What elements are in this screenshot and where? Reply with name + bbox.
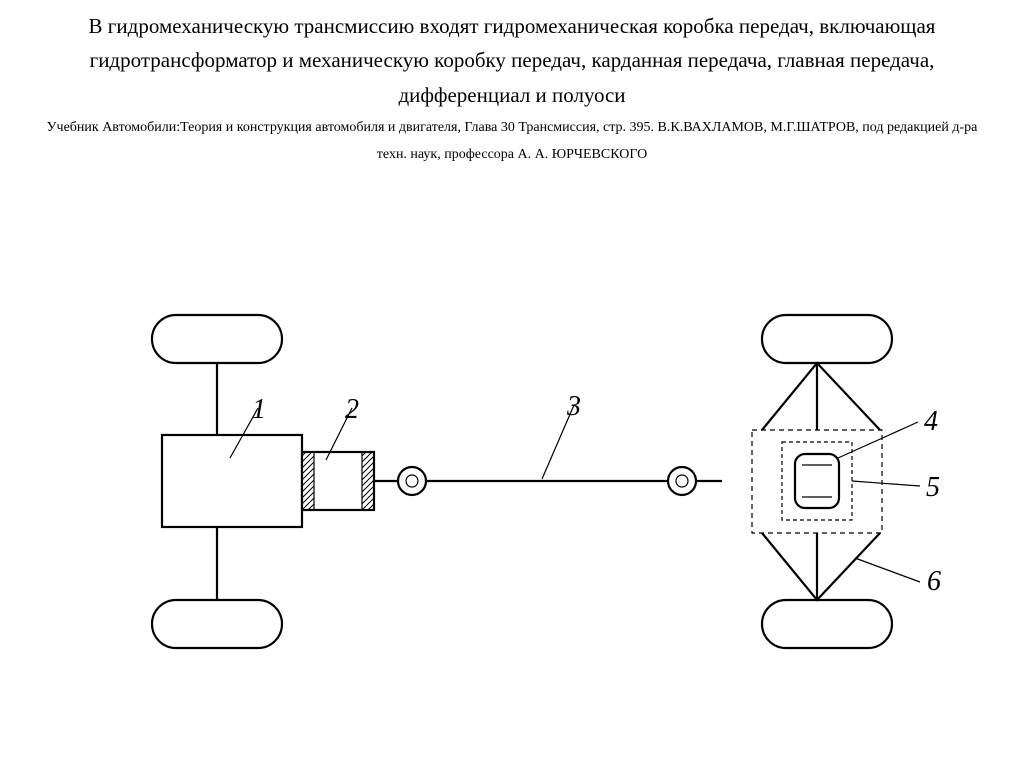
callout-label-2: 2 [345, 394, 359, 425]
title-line-1: В гидромеханическую трансмиссию входят г… [30, 12, 994, 40]
source-line-1: Учебник Автомобили:Теория и конструкция … [20, 115, 1004, 142]
wheel-rear-right [762, 600, 892, 648]
callout-label-6: 6 [927, 566, 941, 597]
callout-label-4: 4 [924, 406, 938, 437]
leader-5 [852, 481, 920, 486]
gearbox-body [162, 435, 302, 527]
diagram-container: 1 2 3 4 5 6 [0, 270, 1024, 690]
rear-housing-cone-bottom [762, 533, 880, 600]
title-line-3: дифференциал и полуоси [30, 81, 994, 109]
slide-page: В гидромеханическую трансмиссию входят г… [0, 0, 1024, 767]
wheel-front-right [152, 600, 282, 648]
title-line-2: гидротрансформатор и механическую коробк… [30, 46, 994, 74]
transmission-diagram: 1 2 3 4 5 6 [62, 270, 962, 690]
hatch-left [302, 452, 314, 510]
differential-cage [795, 454, 839, 508]
callout-label-5: 5 [926, 472, 940, 503]
rear-housing-cone-top [762, 363, 880, 430]
source-line-2: техн. наук, профессора А. А. ЮРЧЕВСКОГО [20, 142, 1004, 169]
leader-6 [855, 558, 920, 582]
wheel-rear-left [762, 315, 892, 363]
hatch-right [362, 452, 374, 510]
callout-label-1: 1 [252, 394, 266, 425]
wheel-front-left [152, 315, 282, 363]
callout-label-3: 3 [566, 391, 581, 422]
